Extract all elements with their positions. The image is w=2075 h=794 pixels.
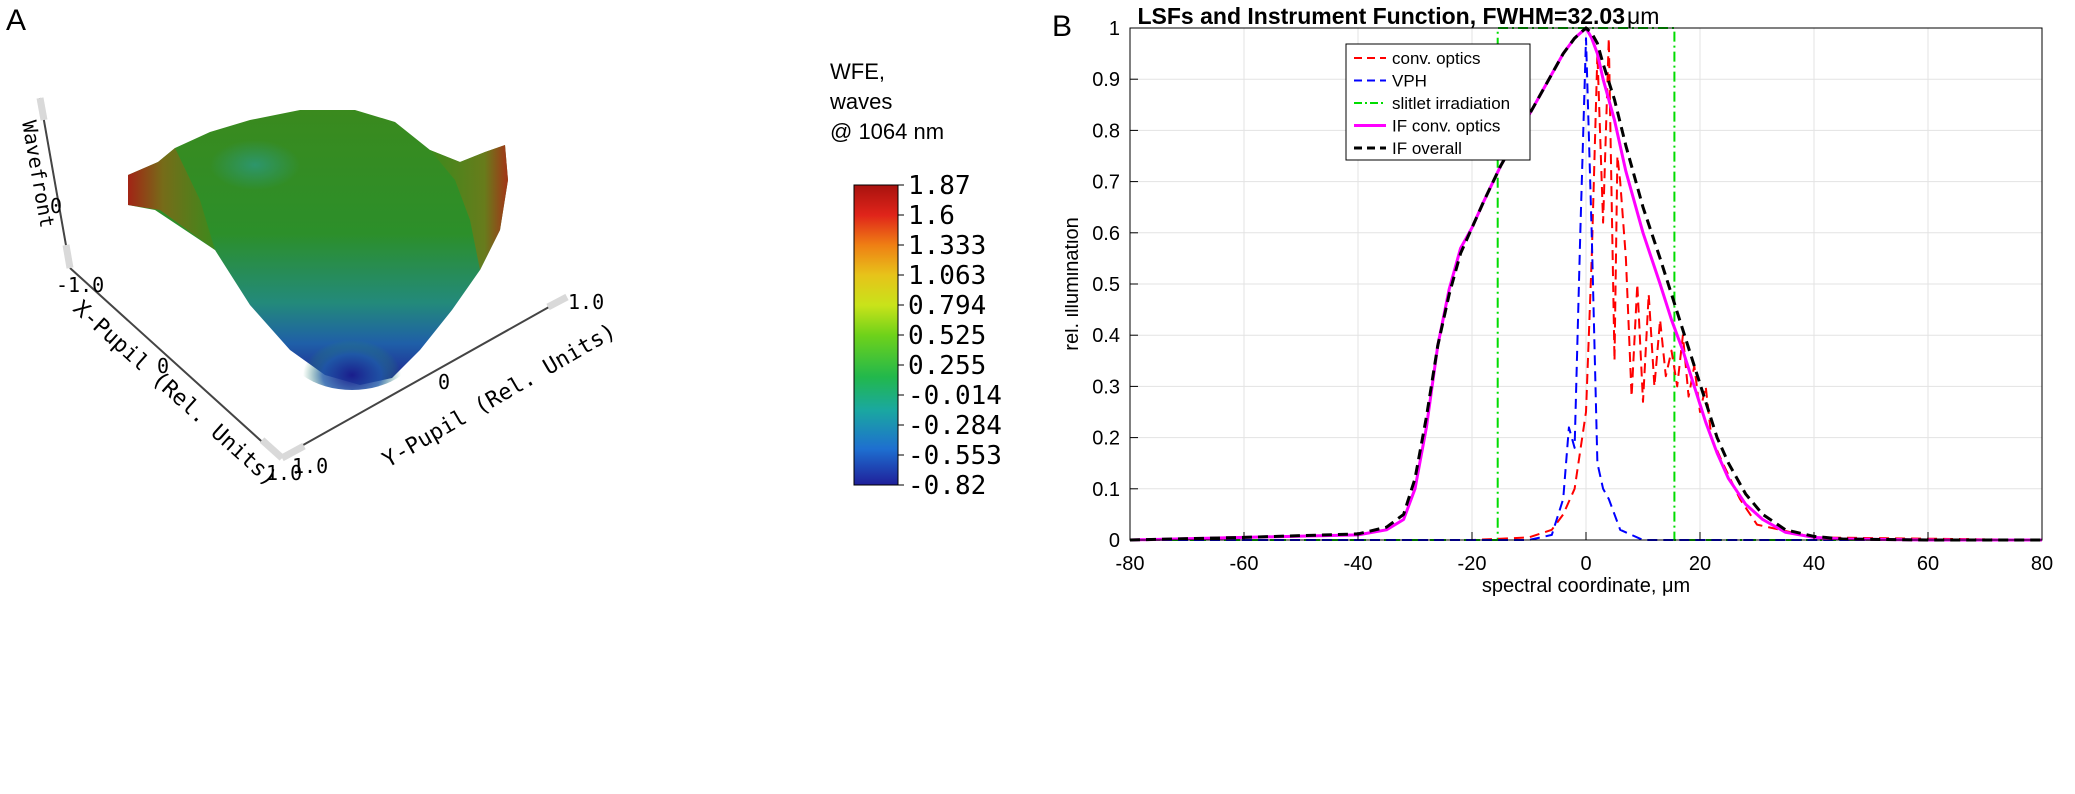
wavefront-surface-plot: Wavefront 0 -1.0 0 1.0 X-Pupil (Rel. Uni… (17, 97, 620, 492)
y-tick-label: 0.6 (1092, 223, 1120, 245)
series-conv-optics (1130, 37, 2043, 541)
colorbar-title-line-1: WFE, (830, 59, 885, 84)
x-tick-label: -20 (1458, 553, 1487, 575)
colorbar-ticks: 1.871.61.3331.0630.7940.5250.255-0.014-0… (898, 171, 1002, 501)
colorbar-tick-label: 0.525 (908, 321, 986, 351)
y-axis-tick-1: 1.0 (292, 454, 328, 478)
series-vph (1130, 37, 2042, 541)
y-axis-end-cap (546, 293, 569, 311)
y-axis-tick-3: 1.0 (568, 290, 604, 314)
colorbar-tick-label: -0.553 (908, 441, 1002, 471)
x-axis-label: X-Pupil (Rel. Units) (68, 296, 282, 492)
surface-right-fold (430, 145, 508, 270)
panel-label-a: A (6, 4, 27, 37)
x-tick-label: -80 (1116, 553, 1145, 575)
x-tick-label: 80 (2031, 553, 2053, 575)
z-axis-base-cap (62, 244, 74, 269)
colorbar-tick-label: -0.82 (908, 471, 986, 501)
y-tick-label: 0.2 (1092, 428, 1120, 450)
x-axis-end-cap (259, 437, 285, 461)
y-axis-line (279, 297, 566, 459)
x-tick-label: 40 (1803, 553, 1825, 575)
series-if-overall (1129, 26, 2042, 542)
chart-title: LSFs and Instrument Function, FWHM=32.03 (1137, 3, 1625, 29)
grid (1129, 27, 2043, 541)
x-tick-label: 60 (1917, 553, 1939, 575)
x-axis-line (69, 267, 281, 459)
colorbar-tick-label: -0.284 (908, 411, 1002, 441)
z-axis-cap (36, 97, 48, 121)
y-tick-label: 0.4 (1092, 325, 1120, 347)
colorbar-tick-label: 0.255 (908, 351, 986, 381)
y-tick-label: 0.5 (1092, 274, 1120, 296)
x-axis-tick-3: 1.0 (266, 461, 302, 485)
colorbar-tick-label: 0.794 (908, 291, 986, 321)
x-tick-label: 20 (1689, 553, 1711, 575)
wavefront-surface (128, 110, 508, 390)
legend-label: slitlet irradiation (1392, 94, 1510, 113)
y-axis-label: rel. illumination (1065, 217, 1083, 350)
tick-labels: -80 -60 -40 -20 0 20 40 60 80 0 0.1 0.2 0.3 0.4 0.5 0.6… (1092, 18, 2053, 575)
legend-label: IF overall (1392, 139, 1462, 158)
surface-axes (36, 97, 569, 462)
lsf-line-chart: LSFs and Instrument Function, FWHM=32.03… (1065, 3, 2053, 597)
surface-trough (282, 290, 422, 390)
y-tick-label: 0.3 (1092, 376, 1120, 398)
x-axis-tick-2: 0 (157, 354, 169, 378)
legend-label: conv. optics (1392, 49, 1481, 68)
surface-left-fold (128, 148, 215, 250)
y-tick-label: 0 (1109, 530, 1120, 552)
colorbar-tick-label: 1.6 (908, 201, 955, 231)
z-axis-tick: 0 (50, 194, 62, 218)
legend-label: VPH (1392, 72, 1427, 91)
chart-title-unit: μm (1627, 3, 1659, 29)
colorbar-panel: WFE, waves @ 1064 nm 1.871.61.3331.0630.… (829, 59, 1002, 501)
y-tick-label: 0.8 (1092, 120, 1120, 142)
y-axis-start-cap (280, 442, 306, 462)
y-tick-label: 0.1 (1092, 479, 1120, 501)
x-axis-tick-1: -1.0 (56, 273, 104, 297)
legend: conv. optics VPH slitlet irradiation IF con… (1345, 43, 1531, 161)
x-tick-label: -40 (1344, 553, 1373, 575)
panel-label-b: B (1052, 10, 1073, 43)
y-tick-label: 1 (1109, 18, 1120, 40)
x-tick-label: 0 (1580, 553, 1591, 575)
colorbar-title-line-3: @ 1064 nm (830, 119, 944, 144)
colorbar-tick-label: 1.333 (908, 231, 986, 261)
x-tick-label: -60 (1230, 553, 1259, 575)
y-tick-label: 0.7 (1092, 172, 1120, 194)
legend-label: IF conv. optics (1392, 117, 1500, 136)
colorbar-tick-label: 1.87 (908, 171, 971, 201)
colorbar-tick-label: -0.014 (908, 381, 1002, 411)
colorbar-title-line-2: waves (829, 89, 892, 114)
surface-teal-patch (210, 140, 300, 190)
colorbar-tick-label: 1.063 (908, 261, 986, 291)
colorbar-gradient (853, 184, 899, 486)
y-tick-label: 0.9 (1092, 69, 1120, 91)
z-axis-line (39, 97, 71, 269)
series-if-conv-optics (1129, 26, 2042, 542)
y-axis-tick-2: 0 (438, 370, 450, 394)
x-axis-label: spectral coordinate, μm (1482, 575, 1690, 597)
